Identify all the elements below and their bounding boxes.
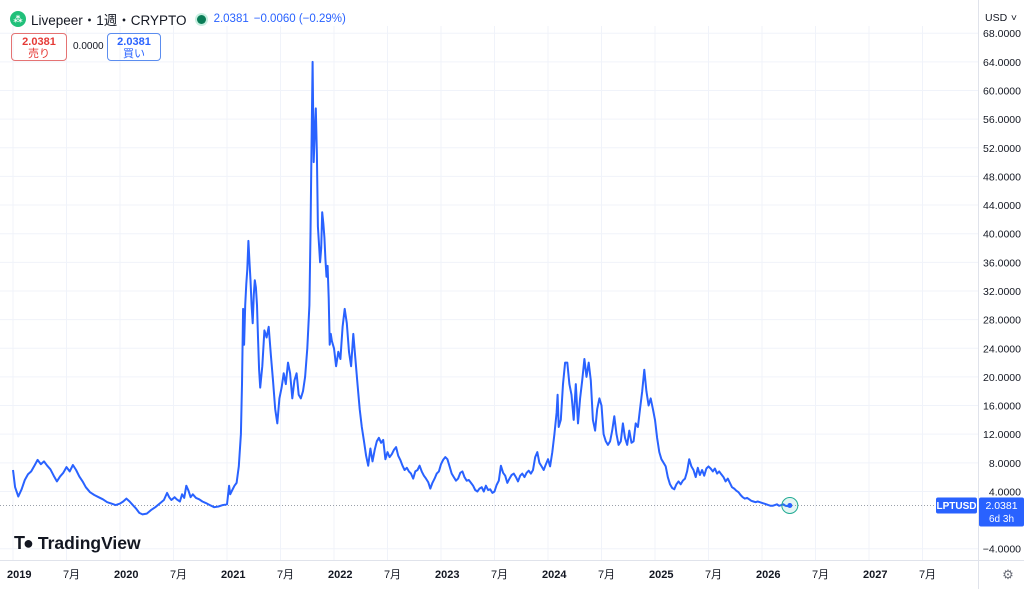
y-tick-label: 68.0000: [983, 28, 1021, 40]
currency-label: USD: [985, 12, 1008, 24]
symbol-tag: [936, 497, 977, 514]
buy-price: 2.0381: [117, 36, 151, 48]
x-tick-label: 2026: [756, 569, 780, 581]
y-tick-label: 44.0000: [983, 200, 1021, 212]
price-tag-countdown: 6d 3h: [989, 514, 1014, 525]
x-tick-label: 2025: [649, 569, 673, 581]
x-tick-label: 7月: [277, 569, 294, 581]
sell-label: 売り: [28, 48, 50, 60]
y-tick-label: 12.0000: [983, 429, 1021, 441]
symbol-tag-label: LPTUSD: [937, 501, 977, 512]
x-tick-label: 7月: [598, 569, 615, 581]
y-tick-label: −4.0000: [983, 544, 1021, 556]
y-tick-label: 28.0000: [983, 315, 1021, 327]
last-point-dot: [787, 503, 793, 508]
y-tick-label: 4.0000: [989, 486, 1021, 498]
tradingview-mark-icon: T●: [14, 533, 34, 553]
y-tick-label: 32.0000: [983, 286, 1021, 298]
buy-button[interactable]: 2.0381 買い: [107, 33, 161, 61]
x-tick-label: 7月: [63, 569, 80, 581]
x-tick-label: 7月: [384, 569, 401, 581]
x-tick-label: 7月: [812, 569, 829, 581]
chart-header: ⁂ Livepeer・1週・CRYPTO 2.0381 −0.0060 (−0.…: [10, 9, 346, 29]
sell-button[interactable]: 2.0381 売り: [11, 33, 67, 61]
y-tick-label: 48.0000: [983, 171, 1021, 183]
y-tick-label: 16.0000: [983, 401, 1021, 413]
y-tick-label: 24.0000: [983, 343, 1021, 355]
brand-name: TradingView: [37, 533, 141, 553]
currency-select[interactable]: USD ˅: [981, 8, 1021, 28]
x-tick-label: 7月: [919, 569, 936, 581]
x-tick-label: 2024: [542, 569, 567, 581]
y-tick-label: 56.0000: [983, 114, 1021, 126]
x-tick-label: 7月: [705, 569, 722, 581]
x-tick-label: 7月: [491, 569, 508, 581]
x-tick-label: 2021: [221, 569, 245, 581]
symbol-title[interactable]: Livepeer・1週・CRYPTO: [31, 13, 187, 28]
y-tick-label: 64.0000: [983, 57, 1021, 69]
market-status-icon: [196, 14, 206, 24]
y-tick-label: 36.0000: [983, 257, 1021, 269]
x-tick-label: 7月: [170, 569, 187, 581]
chevron-down-icon: ˅: [1010, 12, 1017, 24]
y-tick-label: 60.0000: [983, 85, 1021, 97]
y-tick-label: 52.0000: [983, 143, 1021, 155]
header-change: −0.0060 (−0.29%): [253, 13, 346, 25]
x-tick-label: 2022: [328, 569, 352, 581]
x-tick-label: 2023: [435, 569, 459, 581]
x-tick-label: 2020: [114, 569, 138, 581]
price-tag-value: 2.0381: [985, 500, 1017, 512]
tradingview-logo[interactable]: T● TradingView: [14, 533, 141, 554]
buy-label: 買い: [123, 48, 145, 60]
y-tick-label: 40.0000: [983, 229, 1021, 241]
spread-value: 0.0000: [73, 41, 104, 52]
y-tick-label: 20.0000: [983, 372, 1021, 384]
x-tick-label: 2027: [863, 569, 887, 581]
header-price: 2.0381: [213, 13, 249, 25]
settings-gear-icon[interactable]: ⚙: [1002, 567, 1014, 582]
sell-price: 2.0381: [22, 36, 56, 48]
x-tick-label: 2019: [7, 569, 31, 581]
y-tick-label: 8.0000: [989, 458, 1021, 470]
price-tag: [979, 497, 1024, 527]
livepeer-logo-icon: ⁂: [10, 11, 26, 27]
price-series-line: [12, 60, 791, 516]
